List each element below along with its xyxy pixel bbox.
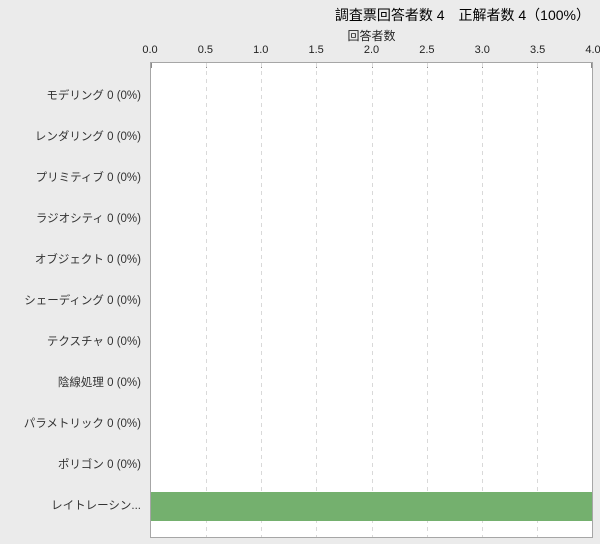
gridline — [426, 63, 428, 537]
plot-area — [150, 62, 593, 538]
x-tick-label: 3.5 — [529, 44, 546, 56]
bar-row — [151, 76, 592, 117]
x-tick-label: 0.5 — [197, 44, 214, 56]
category-label: ラジオシティ 0 (0%) — [35, 213, 141, 225]
category-label: モデリング 0 (0%) — [46, 90, 141, 102]
report-title: 調査票回答者数 4 正解者数 4（100%） — [334, 7, 590, 23]
bar-row — [151, 486, 592, 527]
category-label: 陰線処理 0 (0%) — [57, 377, 141, 389]
x-tick-label: 0.0 — [142, 44, 158, 56]
category-label: オブジェクト 0 (0%) — [34, 254, 141, 266]
bar-row — [151, 240, 592, 281]
gridline — [536, 63, 538, 537]
x-tick-label: 2.5 — [419, 44, 435, 56]
bar-row — [151, 322, 592, 363]
bar-row — [151, 158, 592, 199]
x-tick-label: 1.5 — [308, 44, 324, 56]
gridline — [481, 63, 483, 537]
gridline — [206, 63, 208, 537]
bar-row — [151, 404, 592, 445]
x-tick-label: 1.0 — [253, 44, 269, 56]
gridline — [371, 63, 373, 537]
category-label: パラメトリック 0 (0%) — [23, 418, 141, 430]
category-label: ポリゴン 0 (0%) — [57, 459, 141, 471]
tick-mark — [591, 63, 592, 68]
x-tick-label: 4.0 — [585, 44, 600, 56]
bar-row — [151, 199, 592, 240]
category-label: シェーディング 0 (0%) — [24, 295, 141, 307]
tick-mark — [151, 63, 152, 68]
gridline — [261, 63, 263, 537]
bar-row — [151, 281, 592, 322]
bar-row — [151, 363, 592, 404]
x-tick-label: 3.0 — [474, 44, 490, 56]
bar-row — [151, 117, 592, 158]
bar — [151, 491, 592, 521]
gridline — [316, 63, 318, 537]
category-label: テクスチャ 0 (0%) — [46, 336, 141, 348]
category-label: レイトレーシン... — [51, 500, 141, 512]
category-label: レンダリング 0 (0%) — [34, 131, 141, 143]
category-labels: モデリング 0 (0%) レンダリング 0 (0%) プリミティブ 0 (0%) ラジ… — [0, 62, 141, 538]
bar-row — [151, 445, 592, 486]
x-axis-ticks: 0.0 0.5 1.0 1.5 2.0 2.5 3.0 3.5 4.0 — [142, 44, 600, 58]
category-label: プリミティブ 0 (0%) — [35, 172, 141, 184]
x-axis-title: 回答者数 — [347, 29, 396, 43]
x-tick-label: 2.0 — [363, 44, 380, 56]
